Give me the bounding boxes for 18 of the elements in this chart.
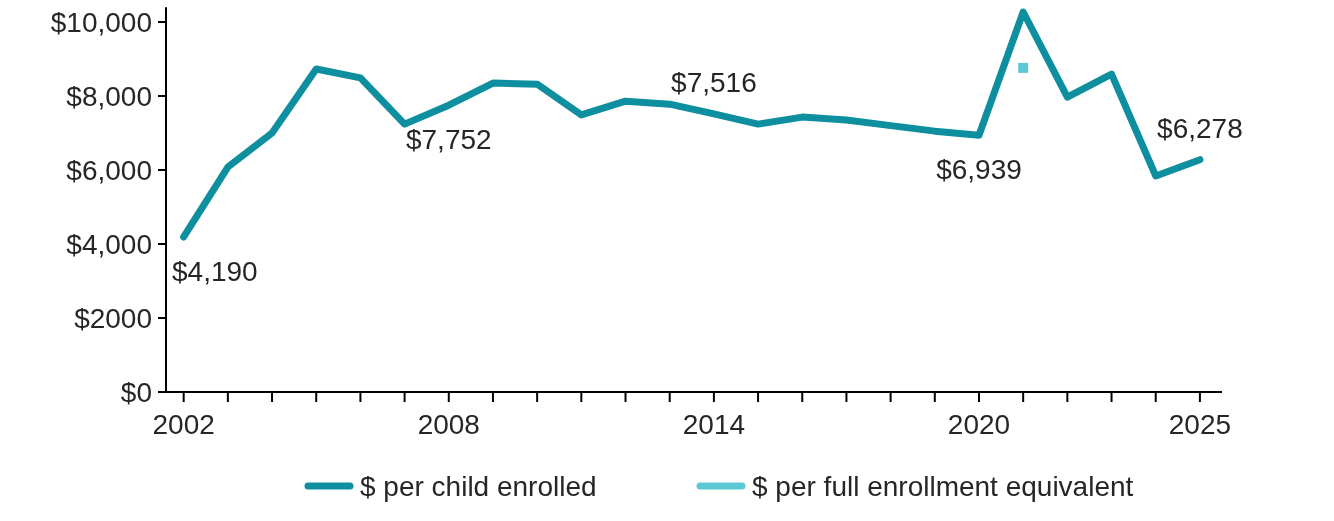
x-tick-label: 2025 bbox=[1168, 409, 1232, 440]
legend-label: $ per full enrollment equivalent bbox=[752, 471, 1134, 502]
y-tick-label: $0 bbox=[120, 377, 152, 408]
y-tick-label: $8,000 bbox=[66, 81, 152, 112]
data-label: $6,939 bbox=[936, 154, 1022, 186]
x-tick-label: 2002 bbox=[152, 409, 215, 440]
x-tick-label: 2014 bbox=[682, 409, 746, 440]
x-tick-label: 2008 bbox=[417, 409, 480, 440]
y-tick-label: $6,000 bbox=[66, 155, 152, 186]
x-tick-label: 2020 bbox=[947, 409, 1011, 440]
data-label: $6,278 bbox=[1157, 112, 1243, 144]
y-tick-label: $2000 bbox=[74, 303, 152, 334]
data-label: $7,516 bbox=[671, 66, 757, 98]
y-tick-label: $4,000 bbox=[66, 229, 152, 260]
y-tick-label: $10,000 bbox=[50, 7, 152, 38]
legend-label: $ per child enrolled bbox=[360, 471, 597, 502]
data-label: $4,190 bbox=[172, 255, 258, 287]
data-label: $7,752 bbox=[405, 124, 492, 156]
